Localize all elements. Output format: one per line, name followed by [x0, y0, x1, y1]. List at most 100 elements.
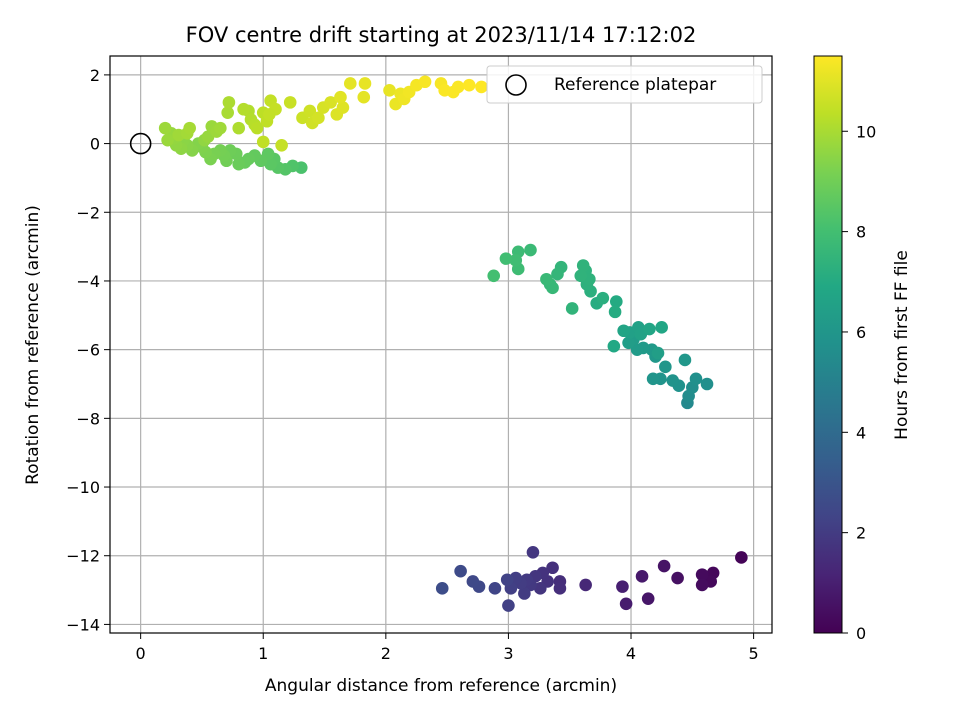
- x-tick-label: 4: [626, 644, 636, 663]
- data-point: [518, 587, 531, 600]
- colorbar-tick-label: 2: [856, 524, 866, 543]
- y-tick-label: −6: [76, 341, 100, 360]
- data-point: [256, 135, 270, 149]
- data-point: [619, 597, 633, 611]
- data-point: [435, 582, 449, 595]
- data-point: [524, 243, 537, 257]
- x-tick-label: 5: [749, 644, 759, 663]
- data-point: [659, 360, 672, 374]
- data-point: [336, 101, 350, 114]
- y-tick-label: 2: [90, 66, 100, 85]
- data-point: [551, 267, 564, 281]
- data-point: [651, 346, 665, 360]
- data-point: [283, 96, 297, 109]
- data-point: [689, 372, 703, 386]
- data-point: [540, 272, 553, 286]
- data-point: [264, 157, 277, 171]
- y-axis-ticks: 2 0 −2 −4 −6 −8 −10 −12 −14: [66, 66, 110, 634]
- colorbar-label: Hours from first FF file: [892, 250, 912, 440]
- colorbar: 0 2 4 6 8 10 Hours from first FF file: [813, 55, 912, 643]
- legend: Reference platepar: [486, 65, 763, 104]
- plot-frame: [109, 55, 773, 634]
- data-point: [183, 121, 196, 135]
- data-point: [451, 80, 465, 94]
- data-point: [655, 321, 668, 334]
- y-axis-label: Rotation from reference (arcmin): [23, 205, 43, 485]
- data-point: [334, 90, 347, 104]
- data-point: [499, 252, 513, 265]
- data-point: [607, 339, 621, 353]
- data-point: [666, 374, 679, 387]
- data-point: [418, 75, 432, 89]
- data-point: [635, 570, 649, 583]
- data-point: [158, 121, 172, 135]
- data-point: [475, 80, 488, 94]
- data-point: [617, 324, 630, 338]
- data-point: [500, 573, 514, 587]
- colorbar-tick-label: 8: [856, 223, 866, 242]
- data-point: [526, 545, 540, 559]
- data-point: [608, 305, 622, 319]
- x-tick-label: 2: [381, 644, 391, 663]
- data-point: [622, 336, 635, 350]
- data-point: [574, 269, 588, 283]
- y-tick-label: −2: [76, 203, 100, 222]
- x-tick-label: 1: [258, 644, 268, 663]
- y-tick-label: −4: [76, 272, 100, 291]
- data-point: [462, 78, 476, 92]
- data-point: [579, 578, 592, 592]
- y-tick-label: −8: [76, 409, 100, 428]
- y-tick-label: −14: [66, 615, 100, 634]
- data-point: [643, 322, 656, 336]
- data-point: [509, 254, 523, 267]
- colorbar-gradient: [813, 55, 843, 634]
- data-point: [161, 133, 174, 147]
- data-point: [221, 106, 234, 119]
- x-axis-label: Angular distance from reference (arcmin): [265, 676, 617, 696]
- data-point: [700, 377, 714, 391]
- data-point: [695, 568, 709, 581]
- data-point: [502, 599, 515, 612]
- data-point: [646, 372, 660, 386]
- data-point: [454, 564, 467, 578]
- colorbar-tick-label: 0: [856, 624, 866, 643]
- data-point: [250, 121, 264, 135]
- y-tick-label: −10: [66, 478, 100, 497]
- x-tick-label: 3: [503, 644, 513, 663]
- data-point: [232, 121, 246, 135]
- colorbar-tick-label: 4: [856, 423, 866, 442]
- colorbar-tick-label: 6: [856, 323, 866, 342]
- chart-title: FOV centre drift starting at 2023/11/14 …: [186, 23, 697, 47]
- data-point: [358, 77, 372, 90]
- legend-label: Reference platepar: [554, 75, 716, 95]
- data-point: [488, 582, 502, 595]
- data-point: [383, 84, 396, 97]
- data-point: [232, 157, 246, 171]
- data-point: [671, 571, 684, 585]
- data-point: [596, 291, 610, 305]
- data-point: [735, 551, 748, 564]
- data-point: [616, 580, 629, 593]
- data-point: [657, 559, 671, 573]
- data-point: [357, 90, 371, 104]
- data-point: [222, 96, 236, 109]
- colorbar-tick-label: 10: [856, 122, 876, 141]
- data-point: [324, 96, 337, 109]
- y-tick-label: −12: [66, 547, 100, 566]
- data-point: [576, 259, 590, 272]
- x-axis-ticks: 0 1 2 3 4 5: [136, 633, 759, 663]
- data-point: [641, 592, 655, 605]
- data-point: [678, 353, 692, 367]
- data-point: [237, 102, 250, 116]
- scatter-points: [158, 75, 748, 612]
- x-tick-label: 0: [136, 644, 146, 663]
- data-point: [630, 343, 644, 356]
- data-point: [312, 111, 325, 125]
- data-point: [303, 104, 317, 118]
- data-point: [610, 295, 623, 308]
- data-point: [695, 578, 709, 592]
- data-point: [275, 138, 288, 152]
- data-point: [546, 561, 559, 575]
- data-point: [534, 582, 547, 595]
